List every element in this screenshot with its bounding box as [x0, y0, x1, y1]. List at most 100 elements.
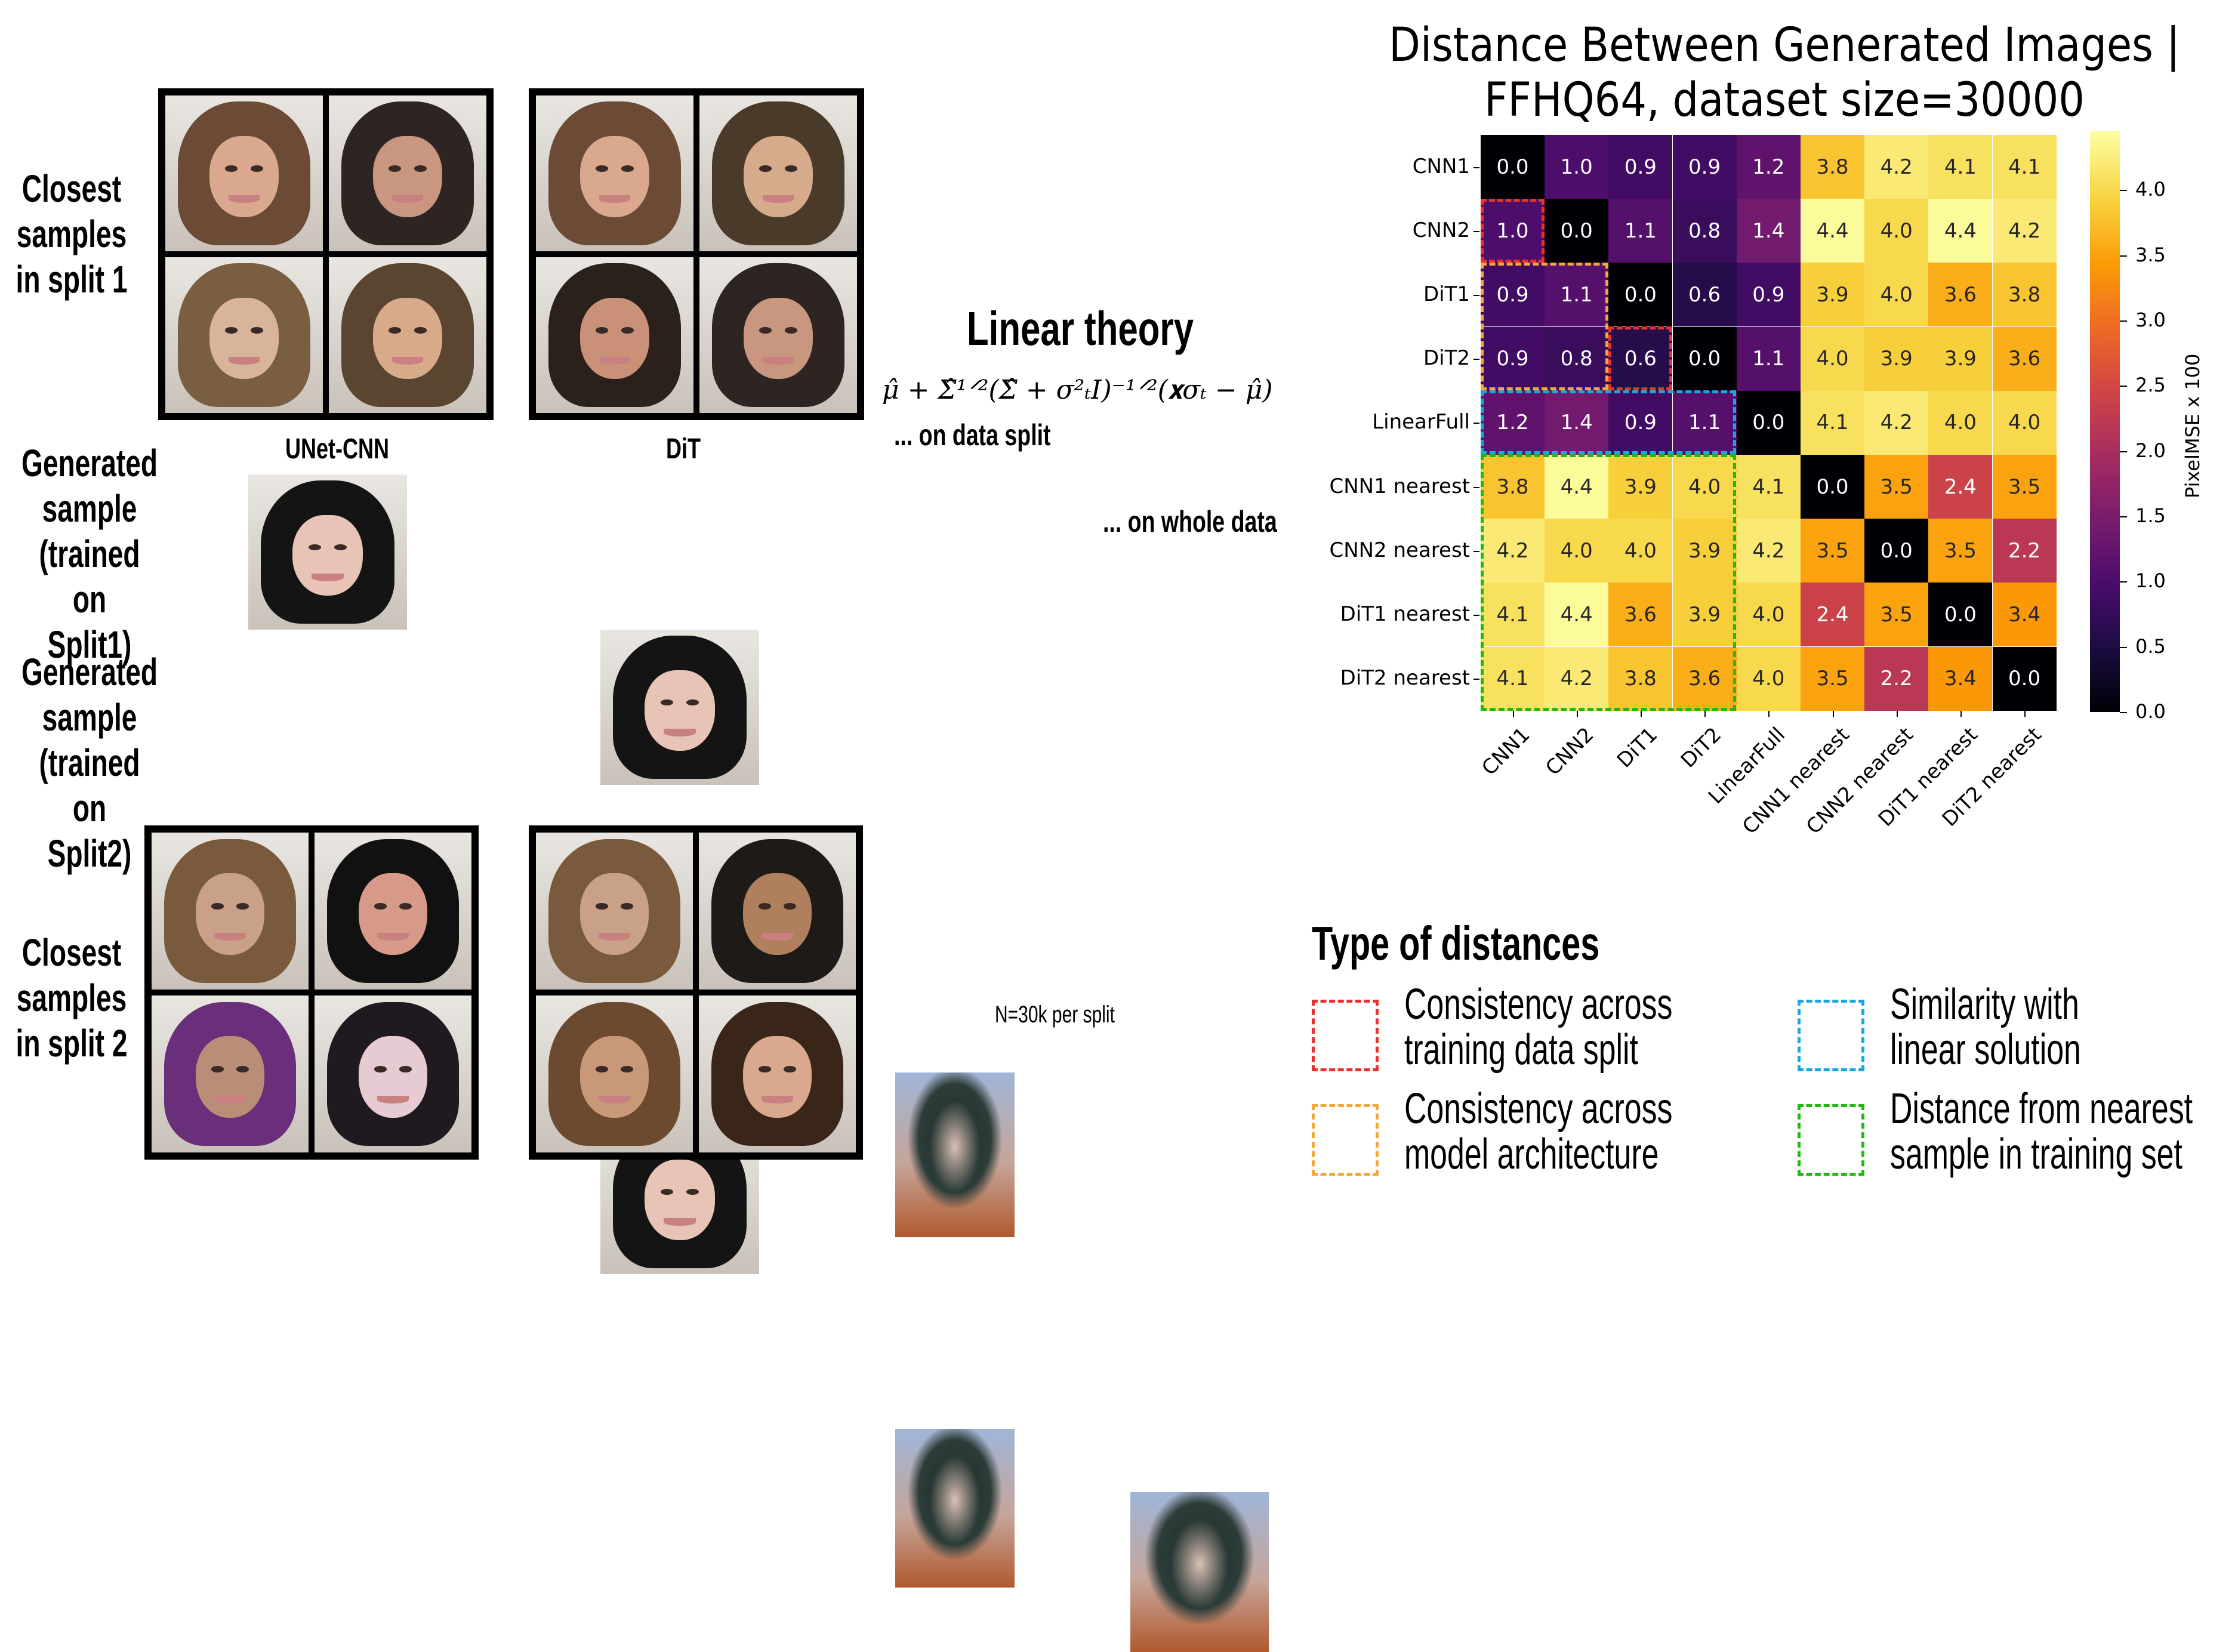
heatmap-cell: 4.0	[1801, 326, 1864, 391]
eye	[225, 165, 238, 172]
face-shape	[358, 873, 428, 956]
heatmap-cell: 0.0	[1801, 455, 1864, 519]
linear-theory-formula: μ̂ + Σ̂¹ᐟ²(Σ̂ + σ²ₜI)⁻¹ᐟ²(𝐱σₜ − μ̂)	[882, 375, 1273, 405]
heatmap-cell: 0.0	[1481, 135, 1545, 199]
eye	[374, 1066, 387, 1072]
mouth	[214, 1096, 246, 1104]
colorbar-tick	[2120, 190, 2127, 192]
highlight-box-orange	[1481, 263, 1608, 390]
face-photo	[536, 995, 693, 1152]
colorbar-tick-label: 1.0	[2135, 569, 2166, 593]
heatmap-cell: 2.2	[1864, 646, 1929, 711]
eye	[389, 165, 402, 172]
mouth	[762, 1096, 793, 1104]
mouth	[312, 574, 344, 582]
heatmap-cell: 0.0	[1928, 582, 1993, 647]
colorbar-tick-label: 0.0	[2135, 700, 2166, 723]
legend-title: Type of distances	[1312, 917, 1600, 970]
eye	[758, 1066, 771, 1072]
eye	[784, 1066, 797, 1072]
face-shape	[209, 135, 279, 217]
row-label-closest-split2: Closest samples in split 2	[16, 931, 128, 1065]
on-whole-data-label: ... on whole data	[1103, 505, 1277, 538]
heatmap-cell: 3.5	[1992, 455, 2057, 519]
linear-split2-image	[895, 1429, 1015, 1588]
x-tick	[1512, 711, 1514, 717]
legend-label: Distance from nearest sample in training …	[1890, 1086, 2193, 1177]
eye	[236, 1066, 249, 1072]
closest-split1-cnn-grid	[158, 88, 494, 420]
y-tick-label: DiT1	[1423, 282, 1470, 306]
legend-swatch	[1798, 1104, 1864, 1176]
heatmap-cell: 4.1	[1928, 135, 1993, 199]
heatmap-cell: 4.1	[1736, 455, 1801, 519]
colorbar-tick-label: 3.5	[2135, 243, 2166, 266]
face-shape	[579, 873, 649, 956]
face-photo	[329, 95, 486, 251]
heatmap-cell: 3.9	[1864, 326, 1929, 391]
heatmap-cell: 4.4	[1545, 582, 1609, 647]
on-data-split-label: ... on data split	[894, 418, 1051, 452]
face-shape	[579, 1036, 649, 1118]
face-photo	[165, 95, 323, 251]
face-photo	[315, 833, 471, 990]
eye	[686, 699, 699, 706]
closest-split2-cnn-grid	[144, 825, 479, 1160]
face-shape	[195, 873, 265, 956]
heatmap-cell: 3.6	[1992, 326, 2057, 391]
mouth	[392, 195, 424, 204]
x-tick-label: CNN2	[1540, 723, 1599, 781]
face-photo	[165, 257, 323, 413]
heatmap-cell: 0.6	[1608, 326, 1673, 391]
heatmap-cell: 4.2	[1992, 199, 2057, 263]
closest-split1-dit-grid	[529, 88, 864, 420]
eye	[621, 903, 634, 910]
face-photo	[699, 833, 856, 990]
heatmap-cell: 0.0	[1545, 199, 1609, 263]
eye	[309, 544, 322, 551]
heatmap-cell: 4.2	[1864, 390, 1929, 455]
heatmap-cell: 4.0	[1928, 390, 1993, 455]
mouth	[228, 357, 260, 365]
x-tick	[1832, 711, 1834, 717]
mouth	[392, 357, 424, 365]
row-label-generated-split1: Generated sample (trained on Split1)	[21, 442, 158, 666]
eye	[250, 165, 263, 172]
colorbar	[2090, 131, 2120, 712]
heatmap-cell: 1.4	[1545, 390, 1609, 455]
heatmap-cell: 3.4	[1992, 582, 2057, 647]
colorbar-tick-label: 2.0	[2135, 439, 2166, 462]
heatmap-cell: 0.6	[1672, 263, 1737, 327]
y-tick	[1473, 359, 1479, 360]
heatmap-cell: 1.1	[1672, 390, 1737, 455]
heatmap-cell: 3.9	[1672, 519, 1737, 583]
heatmap-cell: 0.9	[1481, 326, 1545, 391]
heatmap-cell: 3.9	[1801, 263, 1864, 327]
left-panel: Closest samples in split 1 Generated sam…	[0, 0, 1313, 1652]
heatmap-cell: 4.0	[1736, 582, 1801, 647]
face-shape	[645, 1159, 715, 1240]
legend-label-line: Consistency across	[1404, 1085, 1673, 1133]
legend-swatch	[1798, 1000, 1864, 1071]
legend-label: Consistency across training data split	[1404, 982, 1672, 1072]
legend-label-line: Consistency across	[1404, 981, 1673, 1028]
face-photo	[536, 95, 693, 251]
heatmap-cell: 3.8	[1608, 646, 1673, 711]
eye	[211, 903, 224, 910]
face-photo	[152, 833, 309, 990]
eye	[686, 1189, 699, 1195]
eye	[211, 1066, 224, 1072]
highlight-box-green	[1481, 454, 1736, 711]
heatmap-cell: 4.0	[1672, 455, 1737, 519]
face-shape	[195, 1036, 265, 1118]
face-shape	[579, 297, 650, 379]
y-tick-label: CNN1	[1412, 154, 1470, 178]
eye	[621, 1066, 634, 1072]
chart-title: Distance Between Generated Images | FFHQ…	[1389, 19, 2180, 127]
heatmap-cell: 4.2	[1481, 519, 1545, 583]
x-tick	[1768, 711, 1770, 717]
face-shape	[743, 297, 813, 379]
legend-label-line: Distance from nearest	[1890, 1085, 2193, 1133]
mouth	[762, 195, 794, 204]
y-tick	[1473, 423, 1479, 424]
